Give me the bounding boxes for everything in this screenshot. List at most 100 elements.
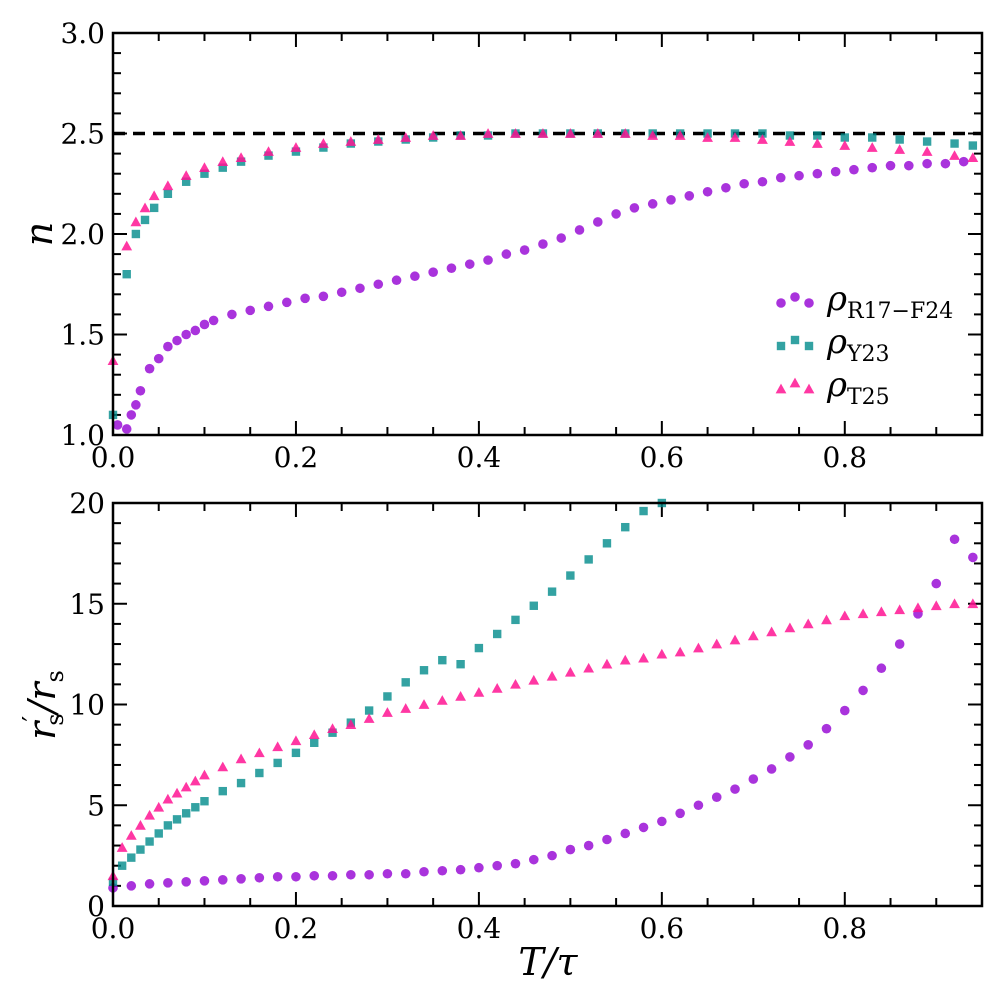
data-point bbox=[181, 329, 191, 340]
data-point bbox=[967, 598, 979, 609]
legend-entry: ρY23 bbox=[776, 322, 890, 367]
data-point bbox=[510, 678, 521, 689]
data-point bbox=[121, 424, 132, 434]
data-point bbox=[564, 666, 576, 677]
data-point bbox=[364, 706, 374, 715]
data-point bbox=[122, 270, 131, 279]
legend-marker bbox=[804, 341, 814, 351]
data-point bbox=[839, 140, 851, 150]
data-point bbox=[272, 871, 283, 882]
series-circle bbox=[112, 156, 969, 434]
data-point bbox=[227, 309, 237, 320]
data-point bbox=[236, 873, 246, 884]
bottom-data-points bbox=[107, 498, 979, 893]
data-point bbox=[766, 764, 777, 774]
data-point bbox=[163, 878, 173, 888]
data-point bbox=[748, 774, 759, 784]
data-point bbox=[131, 229, 141, 239]
top-data-points bbox=[107, 128, 979, 434]
data-point bbox=[327, 870, 338, 881]
data-point bbox=[519, 245, 530, 255]
bottom-x-axis-label: T/τ bbox=[518, 940, 578, 984]
data-point bbox=[456, 660, 465, 669]
x-tick-label: 0.4 bbox=[457, 441, 502, 474]
data-point bbox=[629, 203, 640, 213]
data-point bbox=[602, 539, 612, 548]
data-point bbox=[410, 271, 420, 282]
data-point bbox=[811, 138, 823, 148]
data-point bbox=[758, 129, 767, 138]
bottom-ticks bbox=[112, 502, 983, 907]
data-point bbox=[208, 315, 219, 326]
data-point bbox=[647, 130, 659, 140]
data-point bbox=[116, 842, 128, 852]
data-point bbox=[839, 610, 851, 621]
data-point bbox=[180, 781, 192, 792]
data-point bbox=[127, 853, 136, 862]
data-point bbox=[785, 752, 795, 762]
data-point bbox=[839, 705, 850, 716]
data-point bbox=[136, 845, 145, 854]
x-tick-label: 0.6 bbox=[640, 441, 685, 474]
data-point bbox=[784, 136, 796, 146]
data-point bbox=[619, 654, 631, 665]
bottom-y-axis-label: r′s/rs bbox=[18, 670, 69, 740]
data-point bbox=[639, 506, 648, 516]
data-point bbox=[968, 141, 978, 150]
bottom-panel: 0.0 0.2 0.4 0.6 0.8 0 5 10 15 20 r′s/rs T/τ bbox=[18, 487, 984, 984]
y-tick-label: 3.0 bbox=[60, 17, 105, 50]
data-point bbox=[528, 854, 539, 865]
data-point bbox=[593, 217, 603, 227]
data-point bbox=[721, 182, 731, 193]
bottom-tick-labels: 0.0 0.2 0.4 0.6 0.8 0 5 10 15 20 bbox=[69, 487, 867, 945]
data-point bbox=[950, 139, 959, 148]
top-y-axis-label: n bbox=[17, 222, 61, 246]
data-point bbox=[401, 678, 410, 687]
data-point bbox=[418, 699, 430, 709]
data-point bbox=[455, 691, 466, 701]
data-point bbox=[674, 130, 686, 140]
data-point bbox=[437, 865, 448, 876]
data-point bbox=[255, 768, 264, 778]
data-point bbox=[383, 692, 392, 701]
data-point bbox=[784, 622, 796, 633]
data-point bbox=[931, 578, 942, 589]
data-point bbox=[702, 132, 713, 142]
data-point bbox=[464, 259, 475, 269]
data-point bbox=[922, 158, 932, 169]
data-point bbox=[172, 815, 182, 824]
data-point bbox=[757, 134, 768, 144]
data-point bbox=[895, 135, 904, 144]
data-point bbox=[849, 164, 859, 175]
data-point bbox=[235, 152, 247, 162]
data-point bbox=[400, 132, 412, 142]
data-point bbox=[702, 186, 713, 197]
data-point bbox=[253, 747, 265, 758]
data-point bbox=[967, 152, 979, 162]
data-point bbox=[592, 128, 604, 138]
data-point bbox=[438, 655, 447, 665]
data-point bbox=[510, 128, 521, 138]
data-point bbox=[130, 216, 142, 227]
data-point bbox=[674, 646, 686, 657]
data-point bbox=[144, 879, 155, 889]
data-point bbox=[474, 643, 484, 653]
data-point bbox=[310, 738, 319, 747]
data-point bbox=[217, 761, 229, 772]
data-point bbox=[547, 587, 557, 596]
data-point bbox=[254, 872, 265, 883]
top-tick-labels: 0.0 0.2 0.4 0.6 0.8 1.0 1.5 2.0 2.5 3.0 bbox=[60, 17, 867, 474]
legend-label: ρY23 bbox=[826, 322, 890, 367]
data-point bbox=[181, 177, 191, 186]
data-point bbox=[419, 866, 429, 877]
data-point bbox=[921, 146, 933, 156]
data-point bbox=[812, 168, 823, 179]
data-point bbox=[290, 735, 302, 746]
x-tick-label: 0.0 bbox=[91, 441, 136, 474]
data-point bbox=[757, 176, 768, 187]
data-point bbox=[912, 602, 924, 613]
data-point bbox=[657, 816, 667, 827]
series-circle bbox=[108, 534, 978, 893]
series-triangle bbox=[107, 128, 979, 365]
